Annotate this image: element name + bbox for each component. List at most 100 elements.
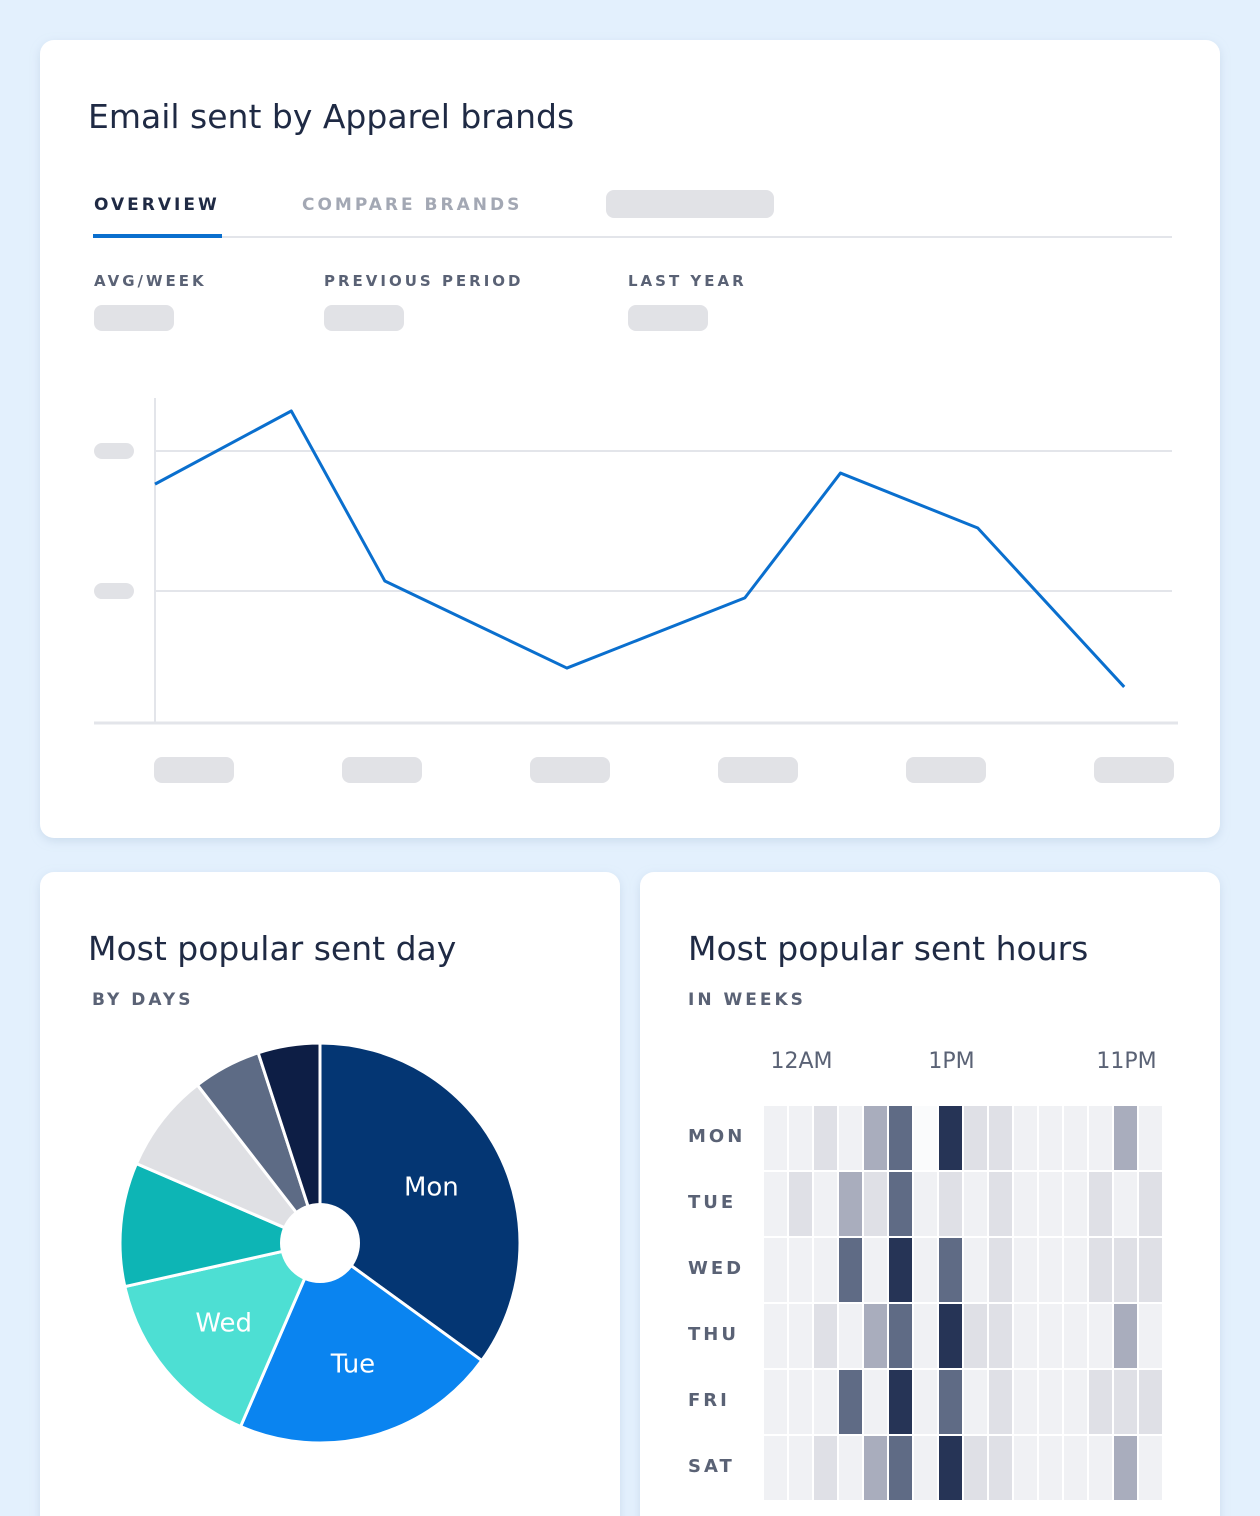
- heat-cell: [764, 1370, 787, 1434]
- x-tick-placeholder: [906, 757, 986, 783]
- heat-cell: [889, 1436, 912, 1500]
- heat-cell: [1039, 1172, 1062, 1236]
- heat-cell: [789, 1106, 812, 1170]
- heat-cell: [789, 1238, 812, 1302]
- x-tick-placeholder: [1094, 757, 1174, 783]
- card-title: Email sent by Apparel brands: [88, 97, 574, 136]
- pie-slice: [256, 1041, 322, 1244]
- heat-cell: [889, 1238, 912, 1302]
- heat-cell: [964, 1304, 987, 1368]
- heat-cell: [939, 1436, 962, 1500]
- heat-cell: [964, 1238, 987, 1302]
- heat-cell: [1064, 1106, 1087, 1170]
- heat-cell: [814, 1304, 837, 1368]
- heat-cell: [839, 1436, 862, 1500]
- heat-cell: [939, 1304, 962, 1368]
- heat-cell: [1064, 1436, 1087, 1500]
- row-label: SAT: [688, 1456, 735, 1477]
- stat-placeholder: [628, 305, 708, 331]
- heat-cell: [864, 1436, 887, 1500]
- heat-cell: [1114, 1370, 1137, 1434]
- y-tick-placeholder: [94, 583, 134, 600]
- heat-cell: [889, 1172, 912, 1236]
- heat-cell: [1039, 1370, 1062, 1434]
- heat-cell: [839, 1238, 862, 1302]
- heat-cell: [1064, 1370, 1087, 1434]
- x-tick-placeholder: [718, 757, 798, 783]
- heat-cell: [939, 1238, 962, 1302]
- column-label: 11PM: [1096, 1049, 1156, 1074]
- x-tick-placeholder: [530, 757, 610, 783]
- heat-cell: [764, 1106, 787, 1170]
- heat-cell: [989, 1106, 1012, 1170]
- column-label: 1PM: [928, 1049, 974, 1074]
- slice-label: Tue: [330, 1350, 375, 1380]
- heat-cell: [1064, 1304, 1087, 1368]
- heat-cell: [939, 1370, 962, 1434]
- heat-cell: [914, 1238, 937, 1302]
- heat-cell: [1089, 1106, 1112, 1170]
- heat-cell: [839, 1304, 862, 1368]
- heat-cell: [889, 1370, 912, 1434]
- pie-slice: [238, 1240, 484, 1445]
- heat-cell: [914, 1436, 937, 1500]
- card-title: Most popular sent day: [88, 929, 456, 968]
- heat-cell: [889, 1106, 912, 1170]
- tab[interactable]: OVERVIEW: [94, 195, 220, 215]
- stat-placeholder: [94, 305, 174, 331]
- tab-placeholder: [606, 190, 774, 218]
- heat-cell: [989, 1238, 1012, 1302]
- heat-cell: [1089, 1436, 1112, 1500]
- row-label: TUE: [688, 1192, 736, 1213]
- heat-cell: [789, 1370, 812, 1434]
- line-series: [154, 409, 1126, 688]
- donut-hole: [280, 1203, 360, 1283]
- tab[interactable]: COMPARE BRANDS: [302, 195, 522, 215]
- heat-cell: [1014, 1172, 1037, 1236]
- x-tick-placeholder: [342, 757, 422, 783]
- heat-cell: [764, 1304, 787, 1368]
- heat-cell: [864, 1106, 887, 1170]
- heat-cell: [889, 1304, 912, 1368]
- heat-cell: [1014, 1436, 1037, 1500]
- pie-slice: [318, 1041, 522, 1363]
- heat-cell: [1089, 1172, 1112, 1236]
- heat-cell: [864, 1304, 887, 1368]
- heat-cell: [1014, 1304, 1037, 1368]
- heat-cell: [1139, 1106, 1162, 1170]
- pie-slice: [123, 1240, 323, 1429]
- heat-cell: [864, 1370, 887, 1434]
- heat-cell: [989, 1172, 1012, 1236]
- heat-cell: [1014, 1106, 1037, 1170]
- row-label: THU: [688, 1324, 739, 1345]
- heat-cell: [1039, 1238, 1062, 1302]
- heat-cell: [1064, 1238, 1087, 1302]
- slice-label: Wed: [195, 1309, 252, 1339]
- heat-cell: [814, 1370, 837, 1434]
- overview-card: [40, 40, 1220, 838]
- heat-cell: [1089, 1304, 1112, 1368]
- heat-cell: [989, 1436, 1012, 1500]
- heat-cell: [764, 1238, 787, 1302]
- heat-cell: [839, 1172, 862, 1236]
- heat-cell: [964, 1172, 987, 1236]
- heat-cell: [1114, 1106, 1137, 1170]
- stat-label: PREVIOUS PERIOD: [324, 272, 524, 290]
- heat-cell: [1039, 1106, 1062, 1170]
- heat-cell: [1114, 1436, 1137, 1500]
- row-label: WED: [688, 1258, 744, 1279]
- heat-cell: [964, 1370, 987, 1434]
- heat-cell: [989, 1304, 1012, 1368]
- x-tick-placeholder: [154, 757, 234, 783]
- heat-cell: [789, 1304, 812, 1368]
- slice-label: Mon: [404, 1172, 459, 1202]
- stat-label: AVG/WEEK: [94, 272, 207, 290]
- heat-cell: [764, 1172, 787, 1236]
- heat-cell: [1114, 1304, 1137, 1368]
- stat-label: LAST YEAR: [628, 272, 747, 290]
- heat-cell: [914, 1370, 937, 1434]
- heat-cell: [914, 1304, 937, 1368]
- heat-cell: [789, 1436, 812, 1500]
- row-label: MON: [688, 1126, 745, 1147]
